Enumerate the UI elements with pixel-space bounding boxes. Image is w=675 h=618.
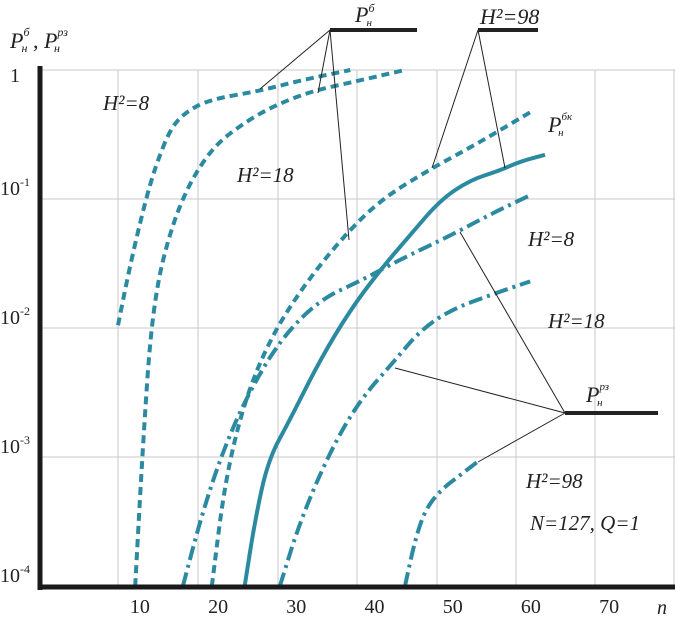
y-tick-label: 10-4 [0, 562, 30, 587]
leader-line [317, 29, 331, 94]
leader-line [459, 231, 566, 414]
y-tick-label: 1 [10, 65, 20, 87]
leader-line [431, 29, 479, 169]
legend-label-h98: H²=98 [479, 4, 539, 29]
label-right-h18: H²=18 [547, 309, 605, 333]
x-tick-label: 40 [365, 596, 385, 618]
y-axis-title: Pб н , Pрз н [9, 25, 68, 55]
series-line-dash-dot-h2-98 [403, 458, 482, 587]
leader-line [259, 29, 331, 90]
series-group [116, 68, 546, 587]
label-pbk: Pбк н [547, 111, 573, 139]
x-axis-title: n [657, 597, 667, 618]
legend-label-prz: Pрз н [585, 381, 609, 409]
y-tick-label: 10-1 [0, 175, 30, 200]
label-right-h8: H²=8 [527, 227, 575, 251]
leader-line [477, 29, 506, 169]
series-line-dashed-h2-98 [209, 110, 532, 587]
x-tick-label: 20 [208, 596, 228, 618]
x-tick-label: 10 [130, 596, 150, 618]
label-right-h98: H²=98 [525, 469, 583, 493]
label-left-h8: H²=8 [102, 91, 150, 115]
tick-labels: 10 20 30 40 50 60 70 1 10-1 10-2 10-3 10-4 [0, 65, 619, 618]
leader-line [394, 367, 566, 414]
series-line-solid-h2-98 [242, 152, 546, 587]
grid [40, 69, 675, 586]
series-line-dashed-h2-18 [133, 68, 406, 587]
y-tick-label: 10-2 [0, 304, 30, 329]
leader-lines [259, 28, 658, 463]
x-tick-label: 50 [443, 596, 463, 618]
axes [37, 66, 675, 590]
leader-line [477, 412, 566, 463]
label-left-h18: H²=18 [236, 163, 294, 187]
y-tick-label: 10-3 [0, 433, 30, 458]
legend-label-pb: Pб н [354, 1, 375, 29]
x-tick-label: 70 [599, 596, 619, 618]
x-tick-label: 30 [286, 596, 306, 618]
series-line-dashed-h2-8 [116, 68, 351, 326]
label-params: N=127, Q=1 [529, 511, 640, 535]
x-tick-label: 60 [521, 596, 541, 618]
leader-line [329, 29, 350, 241]
series-line-dash-dot-h2-18 [277, 279, 531, 587]
